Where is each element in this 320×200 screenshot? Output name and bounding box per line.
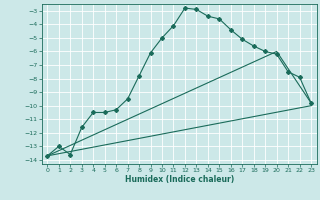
X-axis label: Humidex (Indice chaleur): Humidex (Indice chaleur)	[124, 175, 234, 184]
